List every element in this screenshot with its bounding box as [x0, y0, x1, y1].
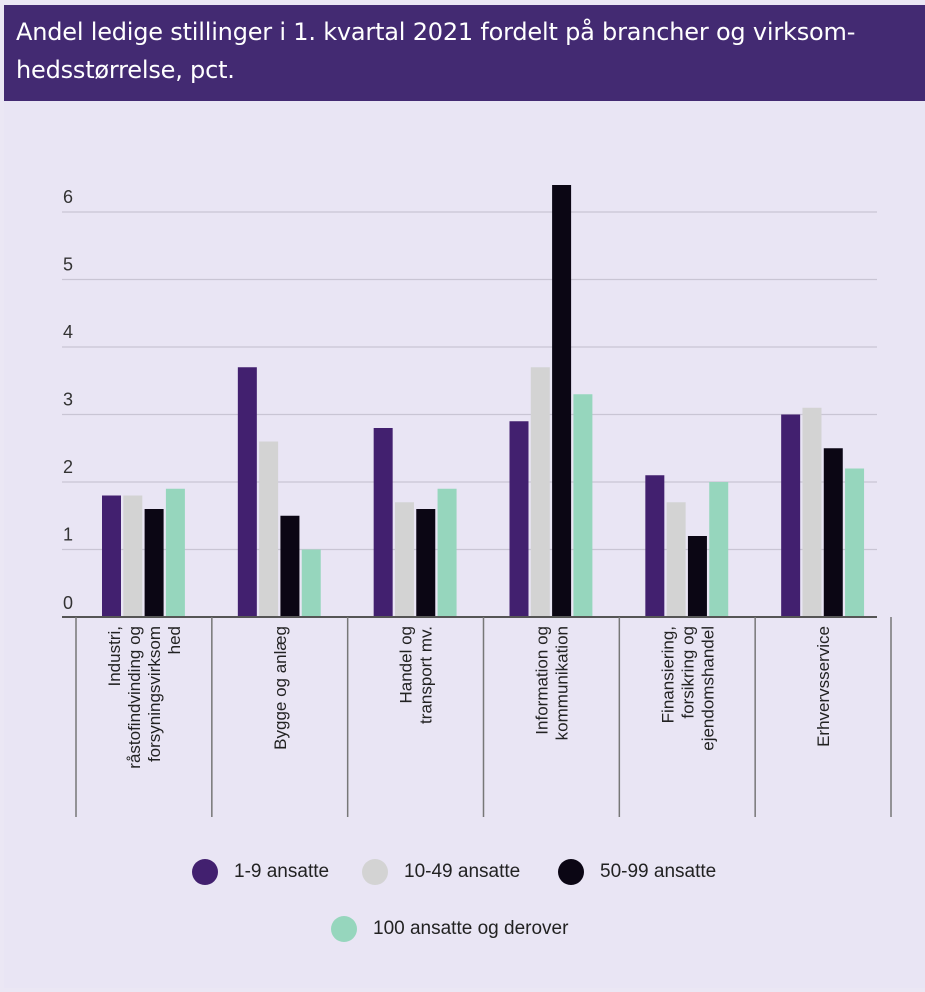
legend-dot-1-9	[192, 859, 218, 885]
legend-label-10-49: 10-49 ansatte	[404, 861, 521, 882]
bar-1-series-2	[123, 495, 143, 617]
y-tick-label-4: 4	[63, 322, 73, 342]
legend-dot-50-99	[558, 859, 584, 885]
category-label-3-line-1: Handel og	[397, 626, 416, 704]
legend-label-50-99: 50-99 ansatte	[600, 861, 717, 882]
category-label-5-line-2: forsikring og	[678, 626, 697, 719]
y-tick-label-3: 3	[63, 390, 73, 410]
bar-6-series-1	[781, 414, 801, 617]
bar-4-series-1	[509, 421, 529, 617]
bar-2-series-1	[237, 367, 257, 617]
bar-3-series-1	[373, 428, 393, 617]
bar-3-series-4	[437, 488, 457, 617]
y-tick-label-1: 1	[63, 525, 73, 545]
bar-4-series-4	[573, 394, 593, 617]
category-label-5-line-3: ejendomshandel	[698, 626, 717, 751]
y-tick-label-5: 5	[63, 255, 73, 275]
bar-5-series-4	[709, 482, 729, 617]
legend-dot-100-plus	[331, 916, 357, 942]
y-tick-label-0: 0	[63, 593, 73, 613]
chart-title-line-2: hedsstørrelse, pct.	[16, 56, 235, 84]
legend-item-10-49: 10-49 ansatte	[362, 859, 520, 885]
legend-label-100-plus: 100 ansatte og derover	[373, 918, 569, 939]
category-label-1-line-1: Industri,	[105, 626, 124, 686]
bar-6-series-3	[823, 448, 843, 617]
category-label-5-line-1: Finansiering,	[658, 626, 677, 723]
bar-2-series-4	[301, 549, 321, 617]
bar-2-series-2	[259, 441, 279, 617]
bar-5-series-2	[666, 502, 686, 617]
bar-4-series-3	[552, 185, 572, 617]
category-label-1-line-2: råstofindvinding og	[125, 626, 144, 769]
bar-5-series-3	[687, 536, 707, 617]
y-tick-label-6: 6	[63, 187, 73, 207]
bar-3-series-2	[394, 502, 414, 617]
bar-1-series-3	[144, 509, 164, 617]
category-label-4-line-2: kommunikation	[552, 626, 571, 740]
bar-1-series-4	[165, 488, 185, 617]
y-tick-label-2: 2	[63, 457, 73, 477]
bar-3-series-3	[416, 509, 436, 617]
category-label-6-line-1: Erhvervsservice	[814, 626, 833, 747]
bar-6-series-4	[845, 468, 865, 617]
legend-item-100-plus: 100 ansatte og derover	[331, 916, 568, 942]
bar-6-series-2	[802, 407, 822, 617]
category-label-1-line-4: hed	[165, 626, 184, 654]
category-label-2-line-1: Bygge og anlæg	[271, 626, 290, 750]
category-label-3-line-2: transport mv.	[417, 626, 436, 724]
bar-4-series-2	[530, 367, 550, 617]
legend-dot-10-49	[362, 859, 388, 885]
bar-1-series-1	[102, 495, 121, 617]
chart-title: Andel ledige stillinger i 1. kvartal 202…	[4, 5, 925, 101]
chart-title-line-1: Andel ledige stillinger i 1. kvartal 202…	[16, 18, 856, 46]
legend-label-1-9: 1-9 ansatte	[234, 861, 330, 882]
legend-item-50-99: 50-99 ansatte	[558, 859, 716, 885]
bar-2-series-3	[280, 515, 300, 617]
legend-item-1-9: 1-9 ansatte	[192, 859, 329, 885]
category-label-4-line-1: Information og	[532, 626, 551, 735]
bar-5-series-1	[645, 475, 665, 617]
category-label-1-line-3: forsyningsvirksom	[145, 626, 164, 762]
